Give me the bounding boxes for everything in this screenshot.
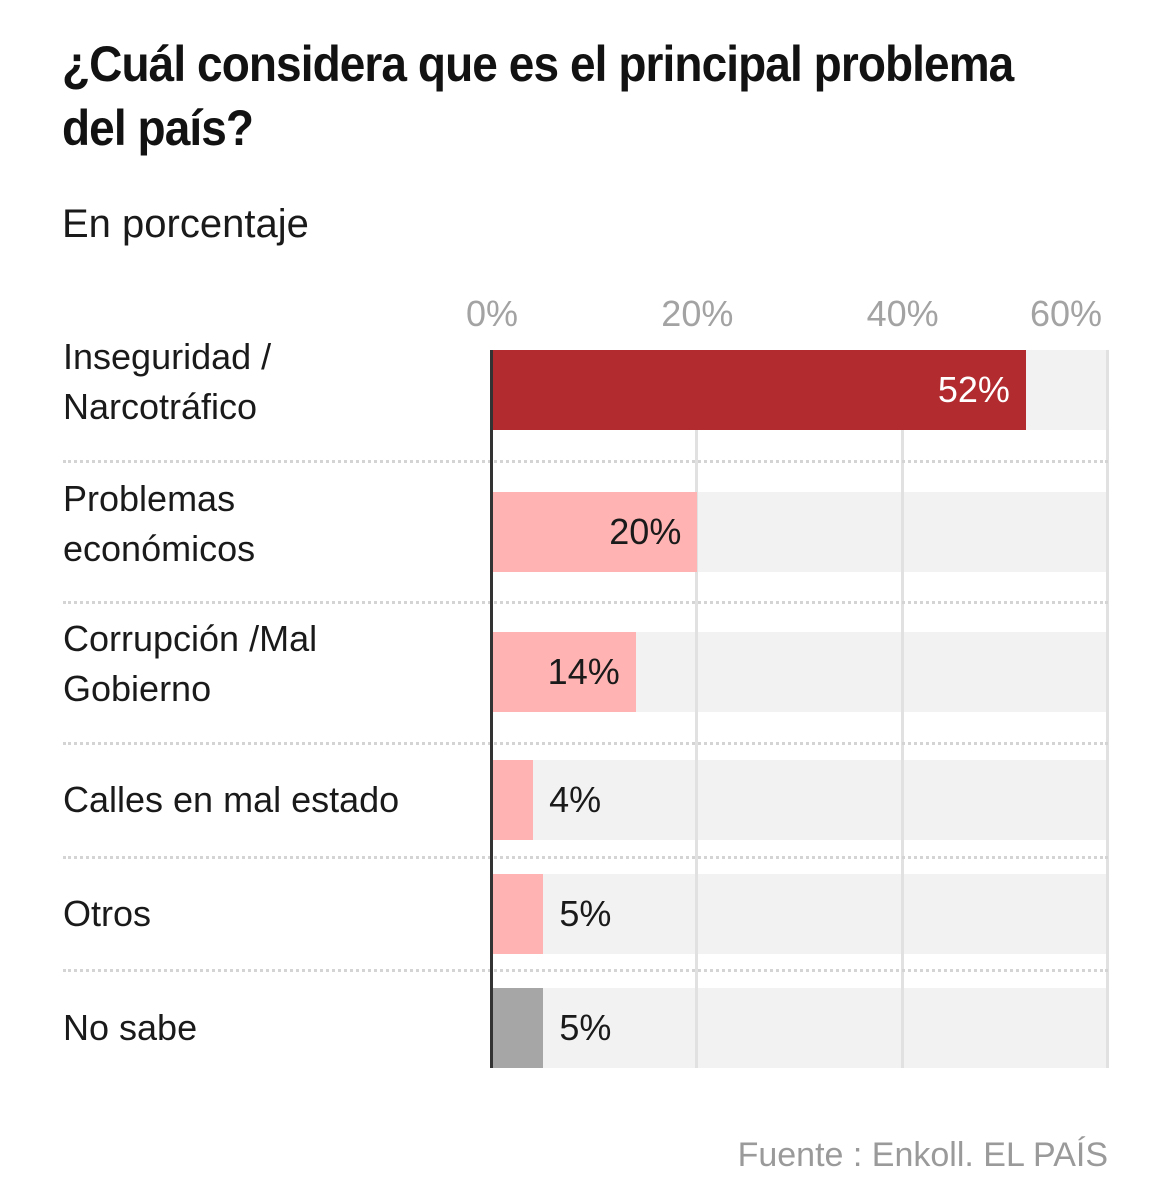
data-label: 20% — [609, 511, 682, 552]
data-label: 52% — [937, 369, 1010, 410]
row-separator — [63, 742, 1108, 745]
data-label: 14% — [547, 651, 620, 692]
data-label: 5% — [559, 893, 612, 934]
category-label: No sabe — [63, 1007, 198, 1048]
gridline — [1106, 350, 1109, 1068]
category-label: Inseguridad / Narcotráfico — [63, 336, 272, 427]
bar — [492, 350, 1026, 430]
chart-subtitle: En porcentaje — [62, 202, 309, 246]
chart-title: ¿Cuál considera que es el principal prob… — [62, 36, 1014, 156]
x-tick-label: 20% — [661, 293, 734, 334]
bar — [492, 632, 636, 712]
x-tick-label: 40% — [866, 293, 939, 334]
bar-track — [492, 874, 1108, 954]
data-label: 5% — [559, 1007, 612, 1048]
category-label: Otros — [63, 893, 152, 934]
category-label: Calles en mal estado — [63, 779, 400, 820]
x-tick-label: 60% — [1029, 293, 1103, 334]
bar — [492, 760, 534, 840]
row-separator — [63, 856, 1108, 859]
bar — [492, 492, 698, 572]
row-separator — [63, 601, 1108, 604]
x-tick-label: 0% — [465, 293, 519, 334]
bar — [492, 988, 544, 1068]
bar-track — [492, 988, 1108, 1068]
gridline — [900, 350, 904, 1068]
data-label: 4% — [549, 779, 602, 820]
source-note: Fuente : Enkoll. EL PAÍS — [737, 1136, 1108, 1174]
category-label: Problemas económicos — [63, 478, 256, 569]
row-separator — [63, 460, 1108, 463]
category-label: Corrupción /Mal Gobierno — [63, 618, 318, 709]
gridline — [695, 350, 699, 1068]
y-axis-line — [490, 350, 493, 1068]
row-separator — [63, 969, 1108, 972]
bar-track — [492, 760, 1108, 840]
bar — [492, 874, 544, 954]
